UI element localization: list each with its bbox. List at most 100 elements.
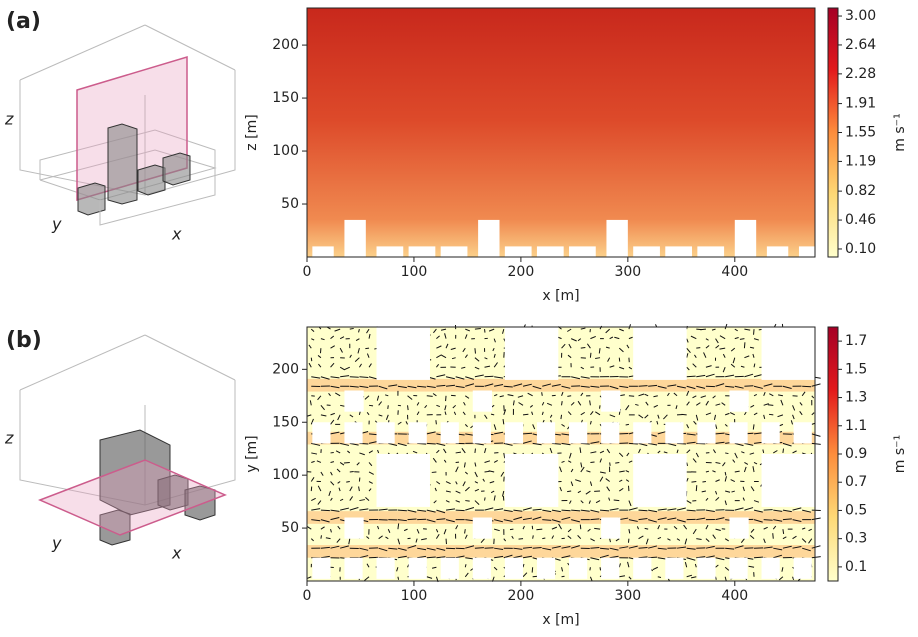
vector — [696, 348, 700, 349]
colorbar-tick-label: 0.82 — [845, 183, 876, 199]
building — [729, 391, 748, 412]
building — [473, 422, 491, 443]
building — [377, 327, 430, 380]
building — [794, 558, 812, 579]
building — [441, 246, 468, 257]
vector — [561, 415, 562, 419]
vector — [485, 471, 490, 472]
building — [312, 558, 330, 579]
building — [633, 454, 686, 507]
vector — [427, 396, 433, 397]
vector — [590, 547, 599, 548]
vector — [648, 557, 657, 558]
vector — [639, 548, 648, 549]
building — [762, 454, 815, 507]
vector — [542, 392, 543, 396]
building — [409, 558, 427, 579]
building — [762, 422, 780, 443]
vector — [567, 491, 571, 492]
building — [505, 422, 523, 443]
vector — [691, 482, 696, 483]
vector — [398, 577, 399, 580]
building — [762, 327, 815, 380]
vector — [600, 405, 601, 408]
vector — [629, 396, 634, 397]
y-tick-label: 200 — [272, 37, 299, 53]
building — [633, 422, 651, 443]
vector — [600, 567, 601, 570]
y-tick-label: 150 — [272, 90, 299, 106]
building — [697, 246, 724, 257]
x-tick-label: 100 — [401, 264, 428, 280]
vector — [427, 443, 436, 444]
colorbar-tick-label: 0.10 — [845, 241, 876, 257]
vector — [365, 348, 369, 349]
colorbar-tick-label: 1.55 — [845, 125, 876, 141]
vector — [764, 520, 773, 521]
building — [344, 220, 365, 257]
building — [665, 246, 692, 257]
vector — [475, 548, 484, 549]
vector — [465, 501, 469, 502]
x-tick-label: 100 — [401, 588, 428, 604]
colorbar-label: m s⁻¹ — [892, 113, 908, 151]
colorbar-tick-label: 0.3 — [845, 531, 867, 547]
y-tick-label: 150 — [272, 414, 299, 430]
building — [441, 422, 459, 443]
colorbar-tick-label: 0.9 — [845, 446, 867, 462]
inset-x-label: x — [171, 225, 182, 244]
vector — [725, 472, 726, 476]
y-tick-label: 100 — [272, 143, 299, 159]
vector — [436, 420, 437, 424]
building — [344, 422, 362, 443]
colorbar-tick-label: 3.00 — [845, 8, 876, 24]
vector — [783, 449, 784, 453]
x-tick-label: 300 — [614, 588, 641, 604]
vector — [388, 405, 389, 409]
vector — [802, 386, 811, 387]
colorbar-tick-label: 1.7 — [845, 333, 867, 349]
vector — [725, 453, 728, 454]
building — [377, 558, 395, 579]
vector — [687, 326, 688, 329]
building — [794, 422, 812, 443]
building — [633, 327, 686, 380]
vector — [533, 535, 534, 538]
jet-band — [307, 379, 815, 392]
vector — [359, 443, 368, 444]
vector — [321, 535, 322, 538]
colorbar — [828, 8, 838, 257]
vector — [369, 405, 373, 406]
vector — [398, 510, 407, 511]
building — [569, 246, 596, 257]
y-tick-label: 100 — [272, 467, 299, 483]
vector — [475, 329, 481, 330]
vector — [408, 405, 409, 410]
building — [633, 246, 660, 257]
building — [409, 246, 436, 257]
vector — [590, 567, 591, 570]
vector — [615, 462, 619, 463]
colorbar-tick-label: 1.19 — [845, 153, 876, 169]
colorbar-tick-label: 0.5 — [845, 502, 867, 518]
y-axis-label: z [m] — [244, 114, 260, 150]
building — [735, 220, 756, 257]
colorbar-tick-label: 1.1 — [845, 418, 867, 434]
building — [729, 558, 747, 579]
vector — [542, 538, 545, 539]
vector — [639, 386, 648, 387]
building — [473, 391, 492, 412]
y-tick-label: 50 — [281, 196, 299, 212]
colorbar-label: m s⁻¹ — [892, 435, 908, 473]
vector — [465, 564, 466, 567]
colorbar-tick-label: 0.7 — [845, 474, 867, 490]
building — [344, 558, 362, 579]
vector — [581, 443, 590, 444]
y-tick-label: 200 — [272, 361, 299, 377]
building — [344, 391, 363, 412]
x-tick-label: 0 — [303, 588, 312, 604]
inset-z-label: z — [4, 429, 14, 448]
building — [537, 246, 564, 257]
building — [665, 422, 683, 443]
building — [601, 422, 619, 443]
